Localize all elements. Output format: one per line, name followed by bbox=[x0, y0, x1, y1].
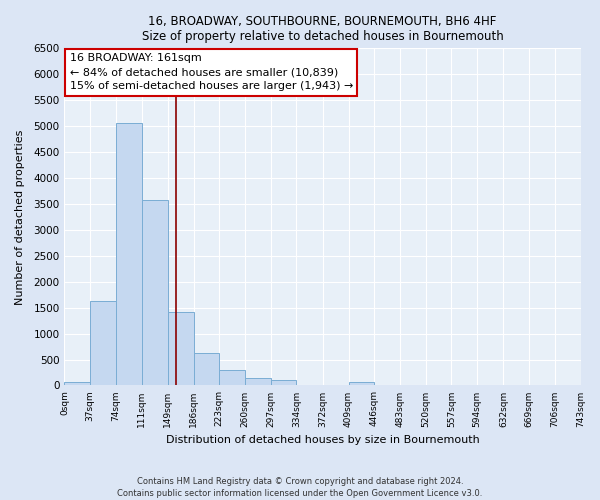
X-axis label: Distribution of detached houses by size in Bournemouth: Distribution of detached houses by size … bbox=[166, 435, 479, 445]
Text: 16 BROADWAY: 161sqm
← 84% of detached houses are smaller (10,839)
15% of semi-de: 16 BROADWAY: 161sqm ← 84% of detached ho… bbox=[70, 54, 353, 92]
Bar bbox=[168, 312, 194, 386]
Bar bbox=[220, 370, 245, 386]
Bar bbox=[64, 382, 90, 386]
Bar bbox=[142, 200, 168, 386]
Bar bbox=[349, 382, 374, 386]
Bar bbox=[271, 380, 296, 386]
Title: 16, BROADWAY, SOUTHBOURNE, BOURNEMOUTH, BH6 4HF
Size of property relative to det: 16, BROADWAY, SOUTHBOURNE, BOURNEMOUTH, … bbox=[142, 15, 503, 43]
Bar bbox=[194, 354, 220, 386]
Y-axis label: Number of detached properties: Number of detached properties bbox=[15, 129, 25, 304]
Bar bbox=[245, 378, 271, 386]
Text: Contains HM Land Registry data © Crown copyright and database right 2024.
Contai: Contains HM Land Registry data © Crown c… bbox=[118, 476, 482, 498]
Bar bbox=[116, 123, 142, 386]
Bar bbox=[90, 302, 116, 386]
